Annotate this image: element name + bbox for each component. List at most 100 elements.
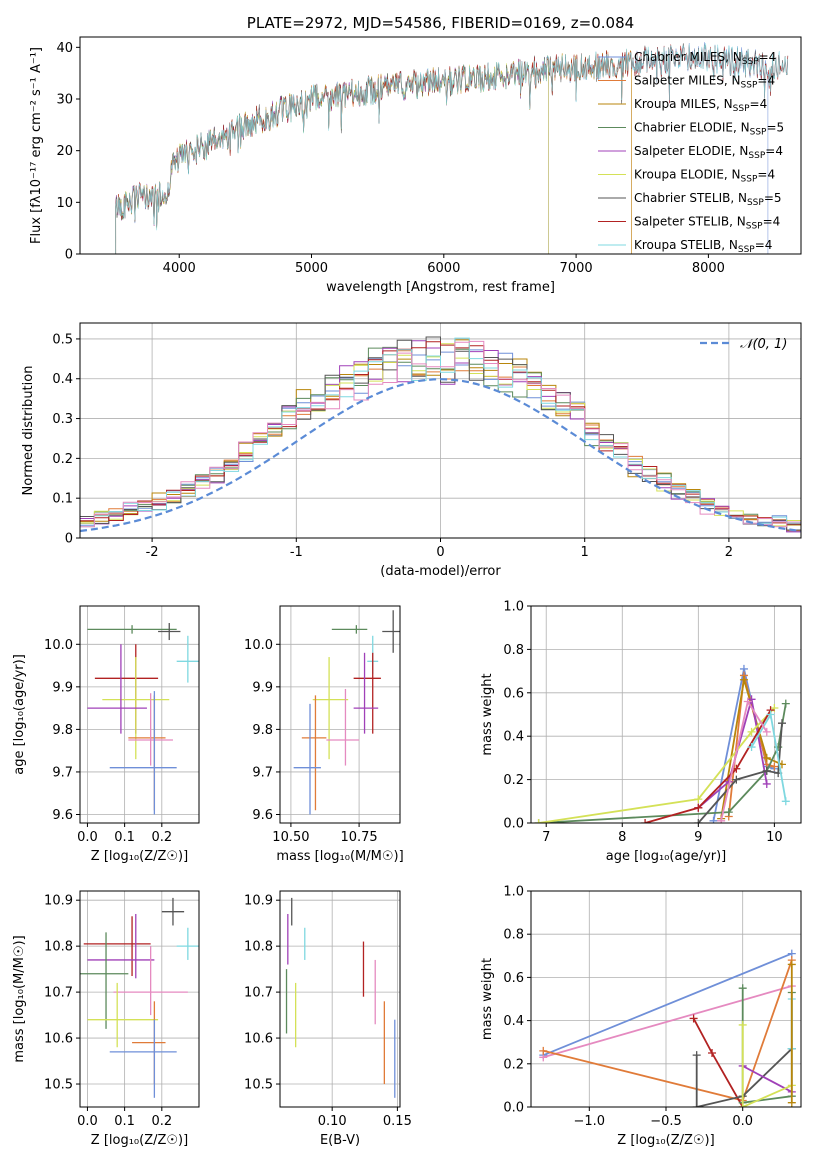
mass_weight_vs_Z-series-6 (741, 988, 793, 1104)
mass_vs_Z-point-1 (176, 927, 199, 960)
age_vs_Z-point-8 (109, 691, 177, 815)
legend-label-8: Kroupa STELIB, NSSP=4 (634, 238, 772, 255)
mass_weight_vs_Z-ytick-label: 1.0 (503, 885, 524, 900)
mass_weight_vs_age-ytick-label: 0.0 (503, 817, 524, 832)
mass_vs_ebv-frame (279, 890, 401, 1108)
age_vs_Z-ytick-label: 9.7 (52, 765, 73, 780)
mass_weight_vs_age-marker-8-2 (781, 797, 790, 806)
mass_weight_vs_Z-ytick-label: 0.0 (503, 1101, 524, 1116)
spectrum-plot-area (115, 42, 789, 254)
mass_weight_vs_age-ytick-label: 0.4 (503, 730, 524, 745)
spectrum-xtick-label: 5000 (295, 261, 328, 276)
spectrum-ytick-label: 20 (56, 144, 73, 159)
mass_weight_vs_age-marker-7-2 (732, 764, 741, 773)
mass_weight_vs_Z-marker-7-1 (738, 1103, 747, 1107)
spectrum-xtick-label: 8000 (692, 261, 725, 276)
age_vs_mass-point-0 (331, 625, 368, 634)
mass_vs_ebv-ytick-label: 10.7 (244, 986, 273, 1001)
spectrum-xlabel: wavelength [Angstrom, rest frame] (326, 280, 555, 295)
spectrum-ytick-label: 40 (56, 41, 73, 56)
legend-label-5: Kroupa ELODIE, NSSP=4 (634, 168, 775, 185)
mass_vs_Z-point-3 (87, 913, 155, 979)
mass_weight_vs_Z-marker-4-0 (692, 1051, 701, 1060)
legend-label-0: Chabrier MILES, NSSP=4 (634, 50, 776, 67)
legend-label-2: Kroupa MILES, NSSP=4 (634, 97, 767, 114)
mass_weight_vs_age-ytick-label: 0.6 (503, 686, 524, 701)
mass_weight_vs_Z-series-4 (695, 1048, 793, 1107)
mass_weight_vs_age-ylabel: mass weight (480, 673, 495, 755)
residuals-ytick-label: 0.3 (52, 412, 73, 427)
age_vs_Z-xtick-label: 0.2 (151, 830, 172, 845)
histogram-0 (80, 349, 801, 533)
spectrum-ytick-label: 30 (56, 93, 73, 108)
mass_weight_vs_age-frame (530, 605, 802, 824)
mass_weight_vs_Z-xtick-label: −0.5 (650, 1114, 682, 1129)
mass_weight_vs_Z-series-7 (741, 1024, 793, 1107)
mass_weight_vs_age-marker-7-0 (641, 819, 650, 823)
age_vs_Z-ytick-label: 9.9 (52, 680, 73, 695)
mass_weight_vs_Z-ytick-label: 0.8 (503, 928, 524, 943)
residuals-ylabel: Normed distribution (21, 366, 36, 496)
age_vs_Z-xtick-label: 0.0 (77, 830, 98, 845)
mass_weight_vs_age-series-4 (697, 699, 768, 809)
mass_weight_vs_age-marker-9-2 (762, 727, 771, 736)
mass_weight_vs_age-marker-6-2 (762, 766, 771, 775)
mass_weight_vs_Z-xtick-label: −1.0 (574, 1114, 606, 1129)
age_vs_mass-axes: 10.50 10.75 9.6 9.7 9.8 9.9 10.0 mass [log₁₀(M/… (244, 605, 404, 864)
mass_weight_vs_age-xtick-label: 10 (766, 830, 783, 845)
age_vs_mass-plot-area (293, 610, 400, 815)
age_vs_Z-point-1 (158, 623, 181, 641)
age_vs_Z-xtick-label: 0.1 (114, 830, 135, 845)
mass_vs_Z-point-8 (109, 1019, 177, 1098)
mass_vs_Z-point-6 (87, 982, 159, 1048)
chart-title: PLATE=2972, MJD=54586, FIBERID=0169, z=0… (247, 14, 634, 32)
age_vs_mass-xtick-label: 10.50 (272, 830, 309, 845)
mass_weight_vs_age-series-0 (712, 668, 775, 821)
mass_weight_vs_Z-ytick-label: 0.6 (503, 971, 524, 986)
legend-label-1: Salpeter MILES, NSSP=4 (634, 74, 775, 91)
age_vs_mass-frame (279, 605, 401, 824)
age_vs_mass-xlabel: mass [log₁₀(M/M☉)] (276, 849, 403, 864)
age_vs_Z-ytick-label: 10.0 (44, 638, 73, 653)
mass_vs_ebv-xtick-label: 0.10 (318, 1114, 347, 1129)
age_vs_mass-point-6 (301, 695, 327, 811)
residuals-ytick-label: 0.2 (52, 452, 73, 467)
mass_vs_Z-frame (79, 890, 200, 1108)
mass_weight_vs_age-series-5 (538, 707, 776, 823)
mass_weight_vs_Z-marker-3-0 (689, 1014, 698, 1023)
mass_weight_vs_Z-series-1 (543, 985, 793, 1059)
mass_vs_Z-ytick-label: 10.5 (44, 1078, 73, 1093)
age_vs_mass-point-3 (353, 652, 381, 734)
mass_weight_vs_age-marker-2-1 (739, 675, 748, 684)
mass_weight_vs_Z-marker-9-0 (787, 1098, 796, 1107)
residuals-xtick-label: 1 (581, 545, 589, 560)
mass_weight_vs_age-marker-8-0 (747, 743, 756, 752)
mass_weight_vs_age-ytick-label: 1.0 (503, 600, 524, 615)
age_vs_mass-point-4 (312, 657, 349, 760)
mass_weight_vs_Z-xtick-label: 0.0 (732, 1114, 753, 1129)
mass_weight_vs_age-xtick-label: 8 (618, 830, 626, 845)
age_vs_Z-point-2 (176, 635, 199, 683)
age_vs_Z-axes: 0.0 0.1 0.2 9.6 9.7 9.8 9.9 10.0 Z [log₁₀(Z/Z☉)]… (12, 605, 200, 864)
spectrum-legend: Chabrier MILES, NSSP=4 Salpeter MILES, NS… (598, 50, 784, 255)
age_vs_Z-ytick-label: 9.8 (52, 723, 73, 738)
mass_vs_ebv-plot-area (285, 897, 396, 1098)
mass_vs_Z-ytick-label: 10.7 (44, 986, 73, 1001)
mass_vs_Z-xtick-label: 0.2 (151, 1114, 172, 1129)
age_vs_Z-ylabel: age [log₁₀(age/yr)] (12, 654, 27, 775)
mass_weight_vs_age-xtick-label: 7 (542, 830, 550, 845)
mass_vs_Z-ylabel: mass [log₁₀(M/M☉)] (12, 935, 27, 1062)
age_vs_Z-xlabel: Z [log₁₀(Z/Z☉)] (91, 849, 188, 864)
age_vs_mass-ytick-label: 9.7 (252, 765, 273, 780)
mass_weight_vs_age-marker-5-1 (694, 795, 703, 804)
mass_weight_vs_Z-ytick-label: 0.4 (503, 1014, 524, 1029)
spectrum-xtick-label: 6000 (427, 261, 460, 276)
age_vs_Z-ytick-label: 9.6 (52, 808, 73, 823)
residuals-xtick-label: -2 (146, 545, 159, 560)
spectrum-series-8 (115, 43, 789, 254)
spectrum-frame (79, 36, 802, 255)
mass_weight_vs_Z-marker-3-1 (708, 1049, 717, 1057)
age_vs_Z-point-7 (128, 693, 173, 766)
age_vs_mass-ytick-label: 9.8 (252, 723, 273, 738)
